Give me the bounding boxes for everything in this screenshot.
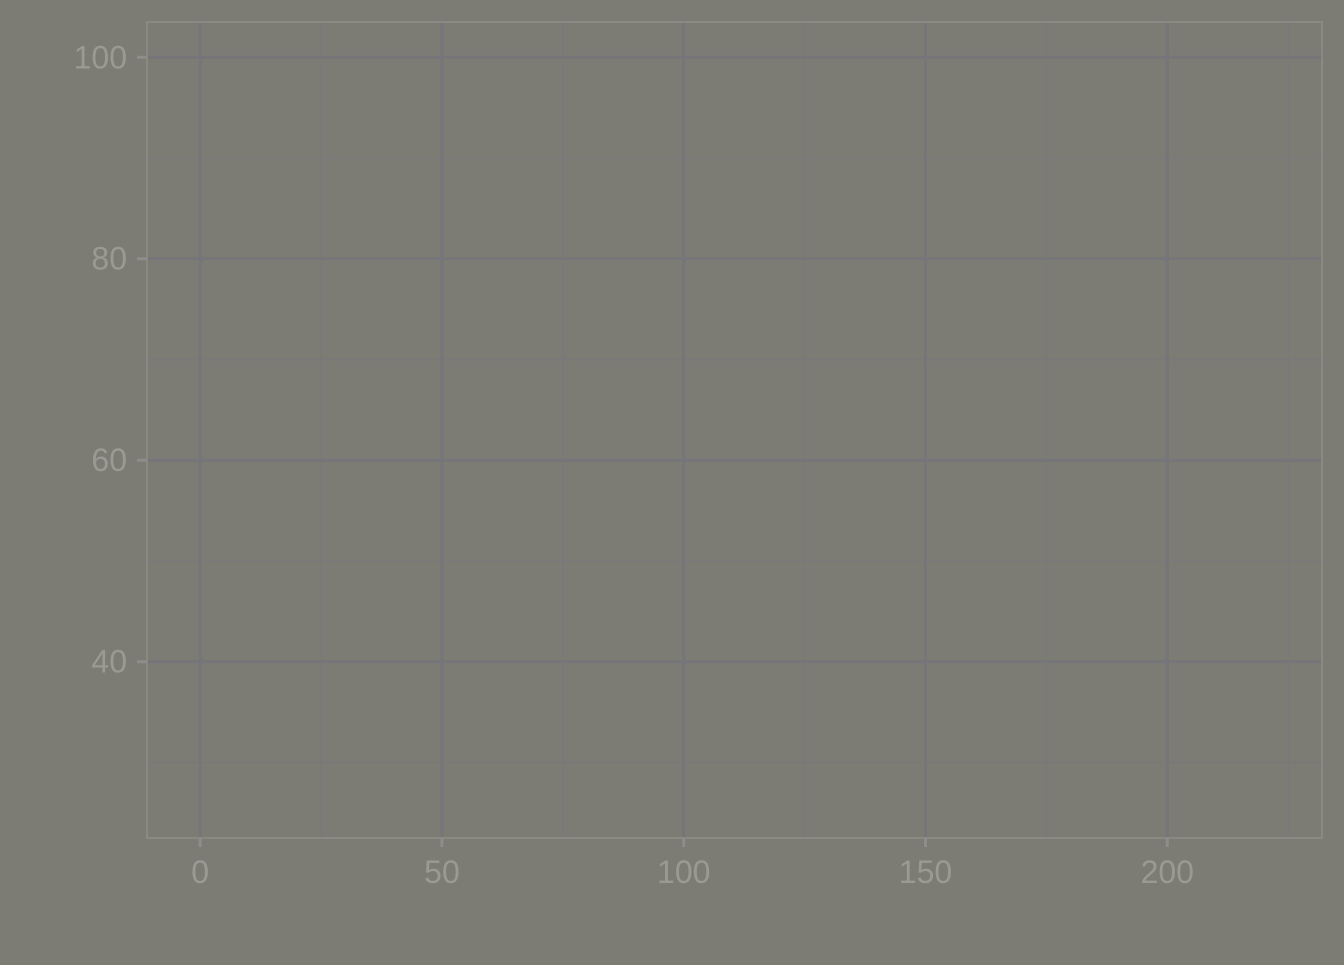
x-tick-label: 0	[191, 854, 209, 890]
y-tick-label: 60	[91, 442, 127, 478]
y-tick-label: 100	[74, 39, 127, 75]
y-tick-label: 40	[91, 644, 127, 680]
y-tick-label: 80	[91, 241, 127, 277]
major-grid	[147, 22, 1322, 838]
x-tick-label: 200	[1141, 854, 1194, 890]
x-tick-label: 100	[657, 854, 710, 890]
x-tick-label: 150	[899, 854, 952, 890]
minor-grid	[147, 22, 1322, 838]
panel-border	[146, 21, 1323, 839]
y-axis: 40 60 80 100	[74, 39, 147, 680]
x-tick-label: 50	[424, 854, 460, 890]
x-axis: 0 50 100 150 200	[191, 838, 1194, 890]
